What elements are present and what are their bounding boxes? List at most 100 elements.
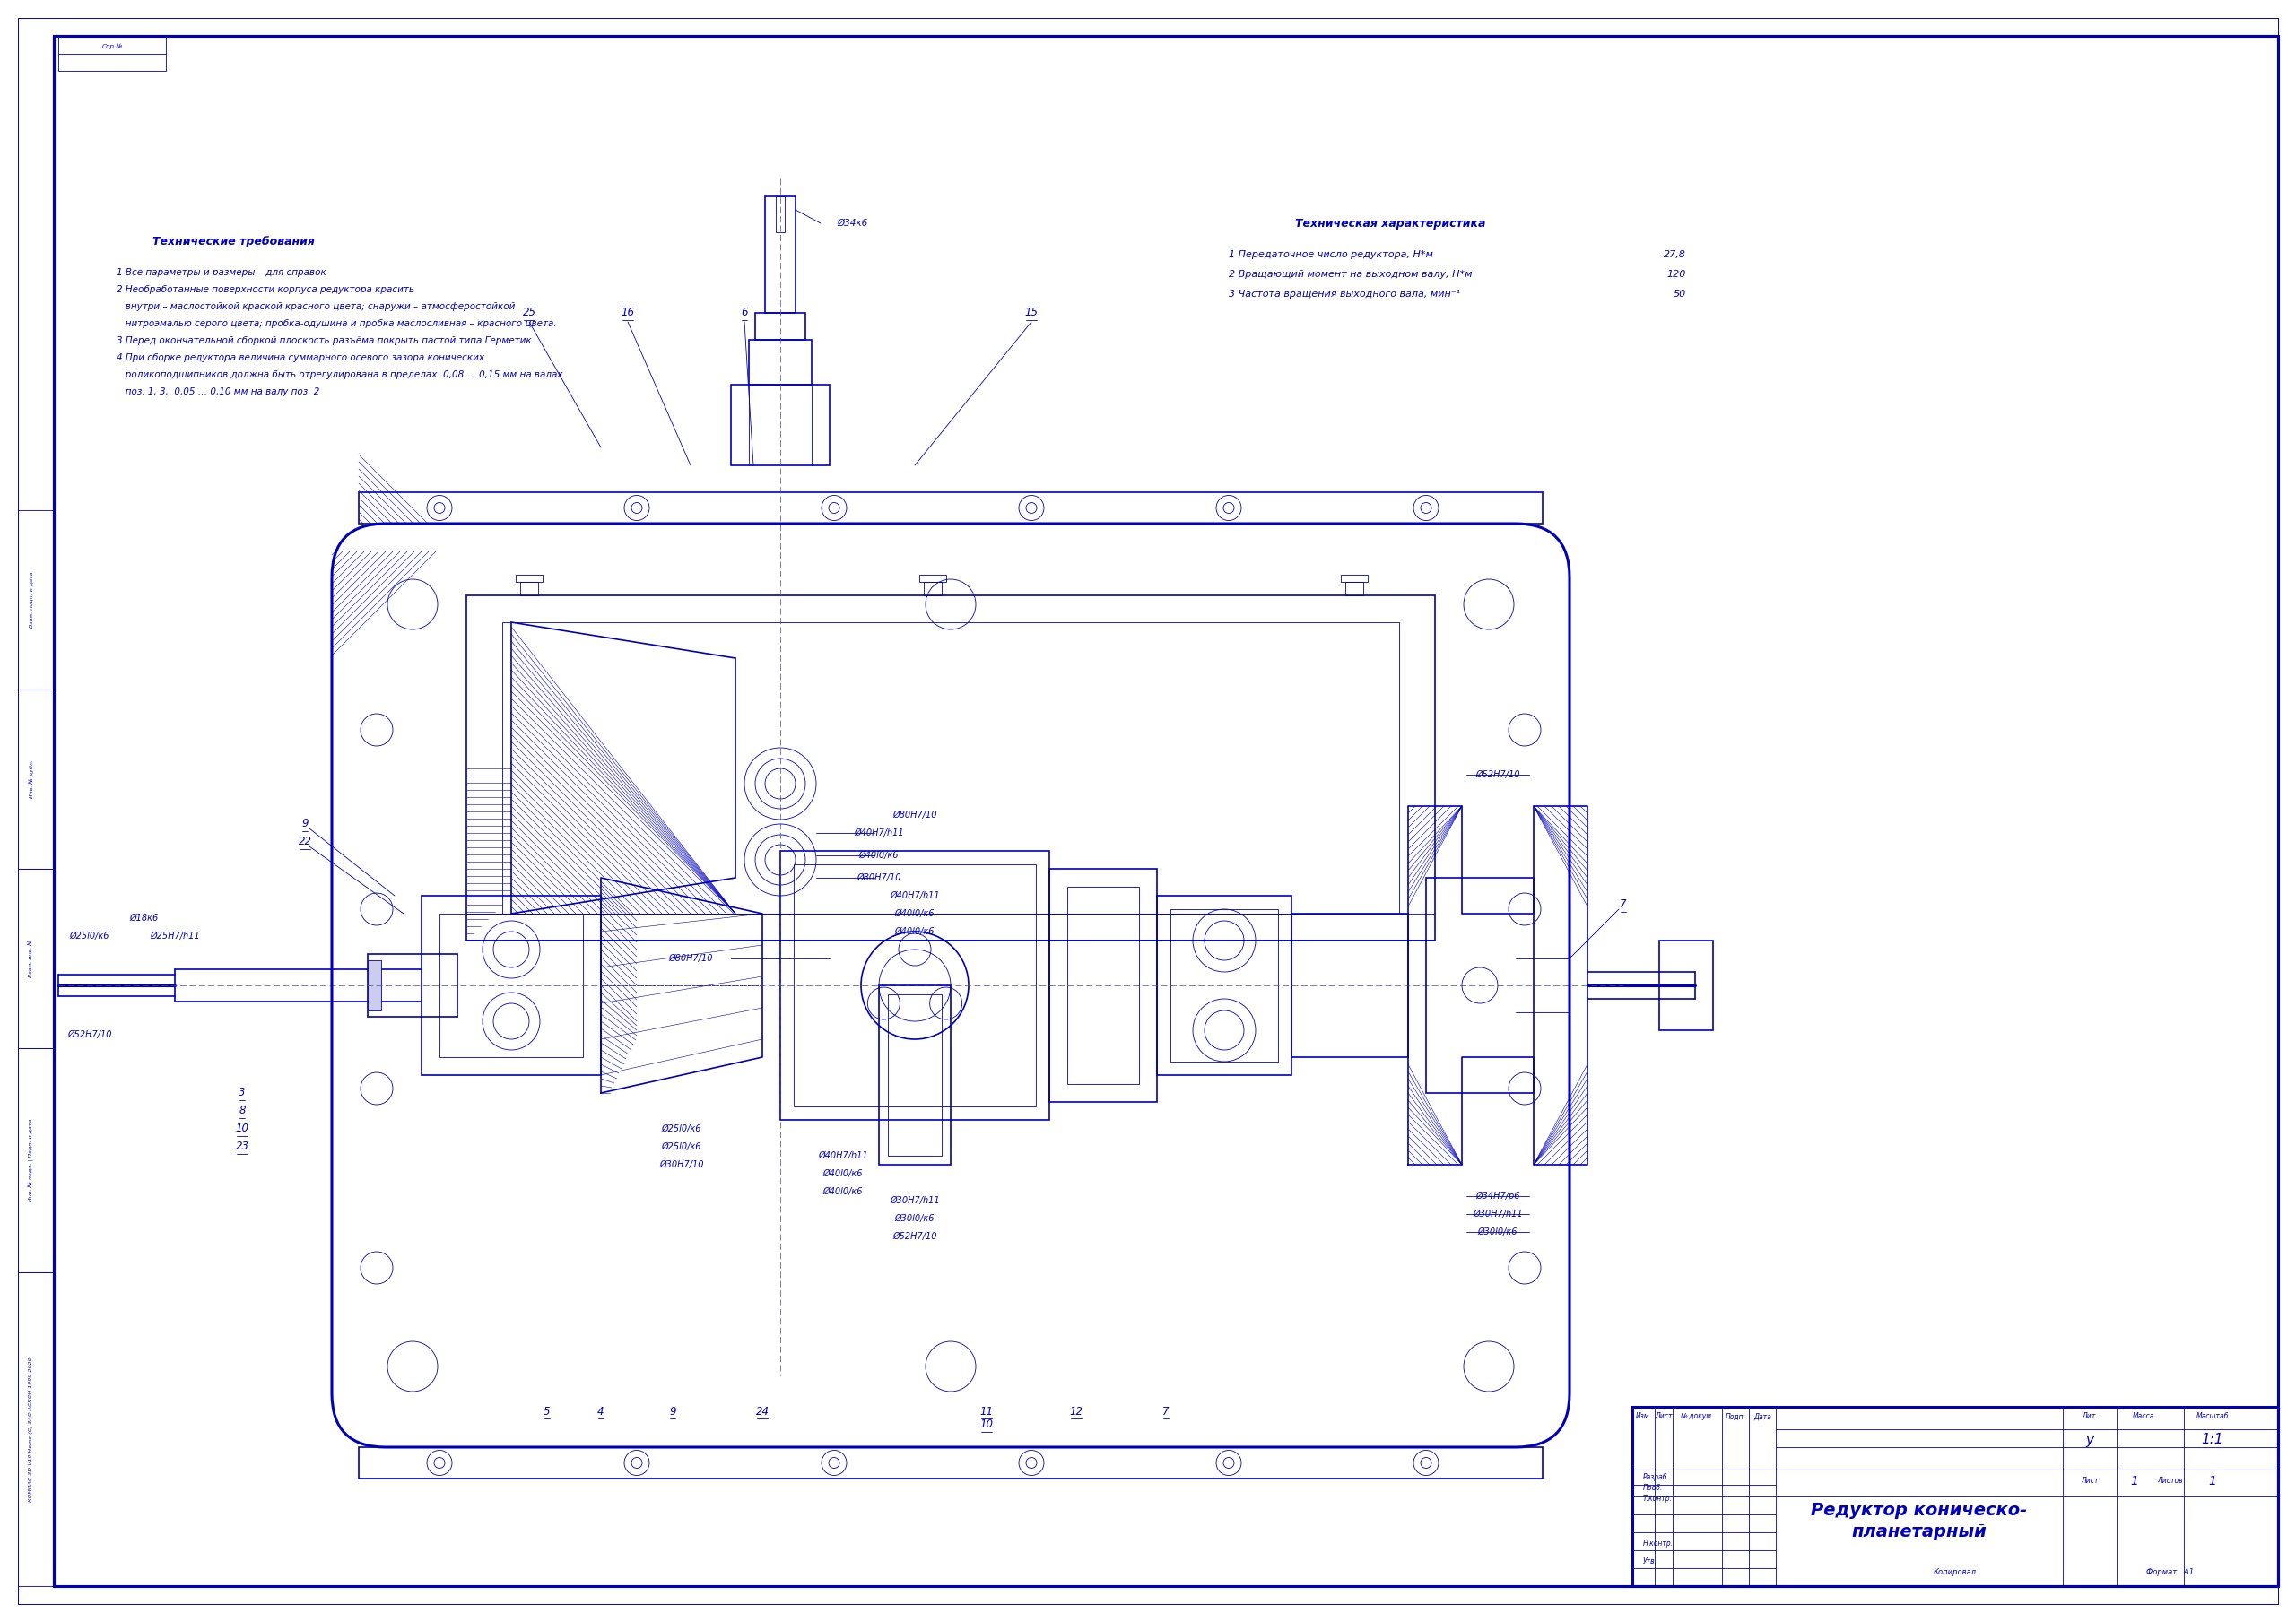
Bar	[521, 582, 537, 595]
Text: Редуктор коническо-: Редуктор коническо-	[1812, 1502, 2027, 1518]
Text: Ø80H7/10: Ø80H7/10	[893, 811, 937, 819]
Bar	[781, 852, 1049, 1119]
Bar	[358, 491, 1543, 524]
Text: 3 Частота вращения выходного вала, мин⁻¹: 3 Частота вращения выходного вала, мин⁻¹	[1228, 290, 1460, 298]
Bar	[923, 582, 941, 595]
Bar	[517, 574, 542, 582]
Bar	[1068, 887, 1139, 1083]
Bar	[879, 986, 951, 1165]
Text: Ø52H7/10: Ø52H7/10	[893, 1233, 937, 1241]
Text: 50: 50	[1674, 290, 1685, 298]
Text: Ø30l0/к6: Ø30l0/к6	[1479, 1228, 1518, 1236]
Text: Технические требования: Технические требования	[152, 235, 315, 247]
Text: Масштаб: Масштаб	[2197, 1413, 2229, 1421]
Bar	[57, 37, 165, 71]
Bar	[776, 196, 785, 232]
Text: Ø25l0/к6: Ø25l0/к6	[69, 931, 110, 941]
Text: 120: 120	[1667, 269, 1685, 279]
Text: 22: 22	[298, 835, 312, 848]
Bar	[503, 623, 1398, 913]
Text: 9: 9	[670, 1406, 675, 1418]
Bar	[1426, 878, 1534, 1093]
Text: Ø30H7/h11: Ø30H7/h11	[891, 1195, 939, 1205]
Text: Изм.: Изм.	[1637, 1413, 1653, 1421]
Text: 11: 11	[980, 1406, 994, 1418]
Text: 23: 23	[236, 1140, 248, 1153]
Text: 5: 5	[544, 1406, 551, 1418]
Text: Ø40H7/h11: Ø40H7/h11	[854, 829, 905, 837]
Text: 2 Необработанные поверхности корпуса редуктора красить: 2 Необработанные поверхности корпуса ред…	[117, 285, 413, 294]
Text: Копировал: Копировал	[1933, 1568, 1977, 1577]
Text: Лист: Лист	[1655, 1413, 1671, 1421]
Text: внутри – маслостойкой краской красного цвета; снаружи – атмосферостойкой: внутри – маслостойкой краской красного ц…	[117, 302, 514, 311]
Text: 7: 7	[1162, 1406, 1169, 1418]
Text: 24: 24	[755, 1406, 769, 1418]
Text: поз. 1, 3,  0,05 … 0,10 мм на валу поз. 2: поз. 1, 3, 0,05 … 0,10 мм на валу поз. 2	[117, 388, 319, 396]
Text: Инв. № подл. | Подп. и дата: Инв. № подл. | Подп. и дата	[28, 1119, 34, 1202]
Bar	[367, 960, 381, 1011]
Text: Ø52H7/10: Ø52H7/10	[1476, 770, 1520, 779]
Bar	[439, 913, 583, 1058]
Text: 3: 3	[239, 1087, 246, 1098]
Bar	[1345, 582, 1364, 595]
Text: Т.контр.: Т.контр.	[1644, 1495, 1674, 1504]
Text: Дата: Дата	[1754, 1413, 1770, 1421]
Bar	[730, 384, 829, 466]
Text: Ø40l0/к6: Ø40l0/к6	[822, 1169, 863, 1178]
Text: 1: 1	[2131, 1474, 2138, 1487]
Bar	[1632, 1406, 2278, 1586]
Bar	[466, 595, 1435, 941]
Bar	[765, 196, 794, 313]
Bar	[1049, 869, 1157, 1101]
Bar	[367, 954, 457, 1017]
Text: Ø40l0/к6: Ø40l0/к6	[895, 910, 934, 918]
Text: Ø80H7/10: Ø80H7/10	[856, 873, 900, 882]
Bar	[1341, 574, 1368, 582]
Text: 9: 9	[301, 817, 308, 830]
Text: 27,8: 27,8	[1665, 250, 1685, 260]
Text: Н.контр.: Н.контр.	[1644, 1539, 1674, 1547]
Text: Ø30H7/h11: Ø30H7/h11	[1472, 1210, 1522, 1218]
Text: 4 При сборке редуктора величина суммарного осевого зазора конических: 4 При сборке редуктора величина суммарно…	[117, 354, 484, 362]
Text: № докум.: № докум.	[1681, 1413, 1713, 1421]
Text: 15: 15	[1024, 307, 1038, 320]
Text: Ø40l0/к6: Ø40l0/к6	[859, 852, 900, 860]
Bar	[918, 574, 946, 582]
Text: 10: 10	[980, 1419, 994, 1431]
Text: Инв. № дубл.: Инв. № дубл.	[30, 761, 34, 798]
Bar	[1171, 910, 1279, 1062]
Text: Ø25H7/h11: Ø25H7/h11	[149, 931, 200, 941]
Text: 12: 12	[1070, 1406, 1084, 1418]
Bar	[1660, 941, 1713, 1030]
Bar	[422, 895, 602, 1075]
Text: Спр.№: Спр.№	[101, 44, 122, 50]
Bar	[794, 865, 1035, 1106]
Bar	[748, 341, 813, 384]
Text: Техническая характеристика: Техническая характеристика	[1295, 217, 1486, 229]
Text: Ø25l0/к6: Ø25l0/к6	[661, 1142, 703, 1152]
Text: планетарный: планетарный	[1851, 1523, 1986, 1541]
Text: 16: 16	[622, 307, 634, 320]
Text: 3 Перед окончательной сборкой плоскость разъёма покрыть пастой типа Герметик.: 3 Перед окончательной сборкой плоскость …	[117, 336, 535, 345]
Text: Ø80H7/10: Ø80H7/10	[668, 954, 712, 963]
Text: Лист: Лист	[2080, 1478, 2099, 1486]
Text: Ø18к6: Ø18к6	[129, 913, 158, 923]
Text: Ø52H7/10: Ø52H7/10	[67, 1030, 113, 1040]
Text: Ø40H7/h11: Ø40H7/h11	[891, 890, 939, 900]
Text: 7: 7	[1621, 899, 1626, 910]
Text: Формат   А1: Формат А1	[2147, 1568, 2195, 1577]
Text: у: у	[2085, 1434, 2094, 1447]
Text: 1: 1	[2209, 1474, 2216, 1487]
Text: 4: 4	[597, 1406, 604, 1418]
Bar	[358, 1447, 1543, 1479]
Text: 1:1: 1:1	[2202, 1434, 2223, 1447]
Text: Лит.: Лит.	[2082, 1413, 2099, 1421]
Text: 6: 6	[742, 307, 748, 320]
Bar	[1157, 895, 1290, 1075]
Text: роликоподшипников должна быть отрегулирована в пределах: 0,08 … 0,15 мм на валах: роликоподшипников должна быть отрегулиро…	[117, 370, 563, 380]
Text: Ø34к6: Ø34к6	[836, 219, 868, 227]
Text: Ø40l0/к6: Ø40l0/к6	[822, 1187, 863, 1195]
Text: Ø40H7/h11: Ø40H7/h11	[817, 1152, 868, 1160]
Text: Ø30l0/к6: Ø30l0/к6	[895, 1213, 934, 1223]
Text: Утв.: Утв.	[1644, 1557, 1658, 1565]
